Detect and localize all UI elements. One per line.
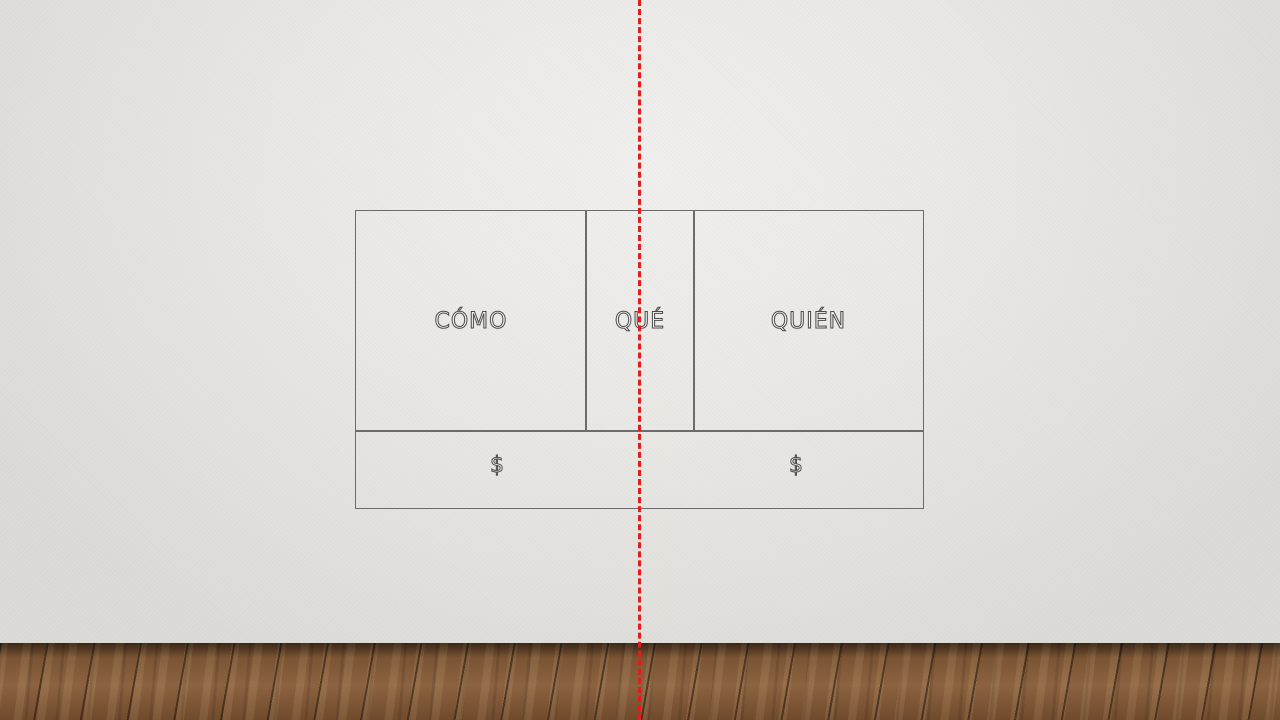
cell-como-label: CÓMO xyxy=(434,308,508,334)
cell-como: CÓMO xyxy=(355,210,587,432)
dollar-right-label: $ xyxy=(789,453,804,479)
cell-quien: QUIÉN xyxy=(693,210,924,432)
dollar-left-label: $ xyxy=(490,453,505,479)
center-divider-line xyxy=(638,0,641,720)
cell-quien-label: QUIÉN xyxy=(770,308,847,334)
